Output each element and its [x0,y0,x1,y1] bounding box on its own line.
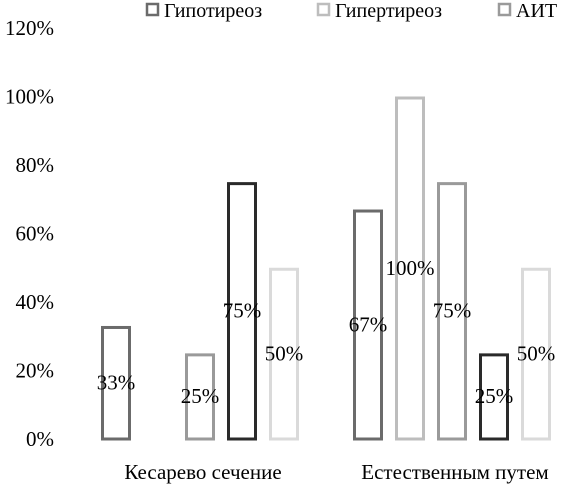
data-label: 75% [433,299,472,323]
x-category-label: Кесарево сечение [124,460,281,484]
legend-swatch [316,2,331,17]
bar [101,325,131,441]
y-tick-label: 80% [16,153,55,177]
y-tick-label: 120% [5,16,54,40]
bar [479,353,509,441]
legend-label: Гипертиреоз [335,0,442,22]
bar [269,267,299,441]
x-axis: Кесарево сечение Естественным путем [124,460,548,484]
data-label: 50% [265,341,304,365]
legend-label: АИТ [516,0,557,22]
data-label: 25% [181,384,220,408]
bar [353,209,383,441]
bar [437,182,467,441]
data-label: 50% [517,341,556,365]
bar [521,267,551,441]
data-label: 75% [223,299,262,323]
y-tick-label: 60% [16,222,55,246]
y-tick-label: 0% [26,427,54,451]
data-label: 25% [475,384,514,408]
y-axis: 0% 20% 40% 60% 80% 100% 120% [5,16,54,451]
data-labels: 33%25%75%50%67%100%75%25%50% [97,256,556,408]
bars [101,96,551,441]
data-label: 67% [349,312,388,336]
bar [185,353,215,441]
legend-label: Гипотиреоз [164,0,262,22]
legend: Гипотиреоз Гипертиреоз АИТ [145,0,557,22]
data-label: 100% [386,256,435,280]
data-label: 33% [97,370,136,394]
y-tick-label: 20% [16,359,55,383]
legend-swatch [497,2,512,17]
y-tick-label: 100% [5,85,54,109]
bar [227,182,257,441]
x-category-label: Естественным путем [361,460,548,484]
y-tick-label: 40% [16,290,55,314]
legend-swatch [145,2,160,17]
bar [395,96,425,441]
